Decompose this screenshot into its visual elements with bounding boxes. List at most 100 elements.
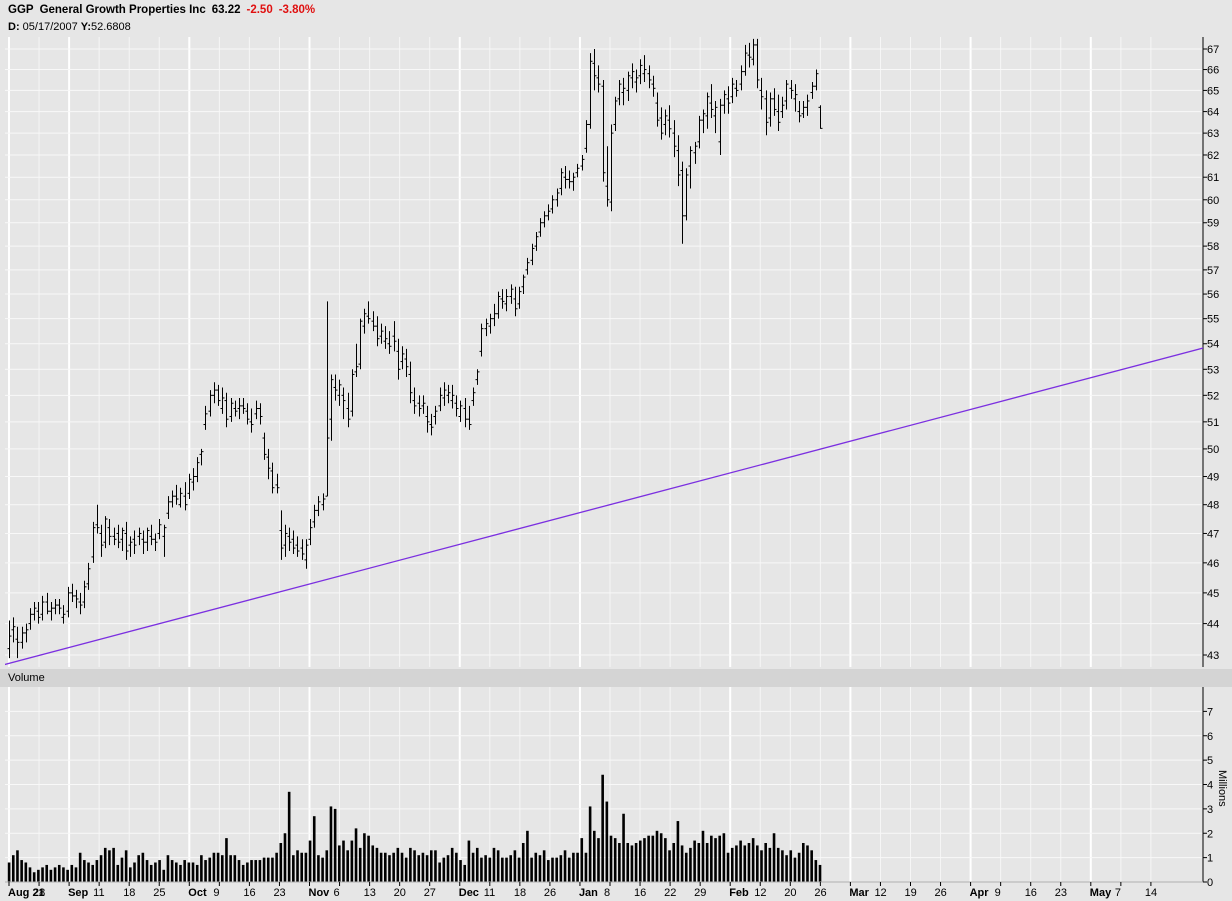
ohlc-bar bbox=[153, 533, 158, 552]
date-tick-label: 11 bbox=[93, 887, 104, 899]
volume-bar bbox=[505, 857, 508, 882]
volume-bar bbox=[747, 843, 751, 882]
ohlc-bar bbox=[57, 598, 62, 615]
ohlc-bar bbox=[421, 395, 426, 414]
volume-bar bbox=[175, 862, 178, 882]
volume-tick-label: 4 bbox=[1207, 780, 1213, 792]
ohlc-bar bbox=[797, 100, 802, 123]
volume-bar bbox=[78, 852, 82, 882]
date-tick-label: 29 bbox=[694, 887, 706, 899]
volume-bar bbox=[609, 835, 613, 882]
volume-bar bbox=[785, 855, 788, 882]
trendline[interactable] bbox=[0, 340, 1232, 668]
price-tick-label: 65 bbox=[1207, 85, 1219, 97]
volume-bar bbox=[567, 857, 571, 882]
volume-bar bbox=[216, 852, 220, 882]
date-tick-label: Oct bbox=[188, 887, 207, 899]
volume-bar bbox=[246, 862, 249, 882]
volume-bar bbox=[789, 850, 793, 882]
price-change-percent: -3.80% bbox=[278, 4, 316, 16]
volume-bar bbox=[781, 850, 784, 882]
ohlc-bar bbox=[513, 286, 518, 317]
date-tick-label: 11 bbox=[484, 887, 495, 899]
ohlc-bar bbox=[810, 82, 815, 99]
volume-bar bbox=[367, 835, 370, 882]
date-tick-label: Feb bbox=[729, 887, 749, 899]
volume-bar bbox=[333, 808, 337, 882]
ohlc-bar bbox=[542, 211, 547, 228]
date-tick-label: May bbox=[1090, 887, 1112, 899]
ohlc-bar bbox=[429, 413, 434, 436]
ohlc-bar bbox=[693, 141, 698, 164]
volume-bar bbox=[137, 855, 140, 882]
volume-bar bbox=[538, 855, 542, 882]
volume-bar bbox=[710, 835, 713, 882]
ohlc-bar bbox=[124, 521, 129, 560]
ohlc-bar bbox=[15, 626, 20, 659]
ohlc-bar bbox=[275, 473, 280, 494]
ohlc-bar bbox=[634, 69, 639, 93]
ohlc-bar bbox=[120, 527, 125, 552]
ohlc-bar bbox=[651, 75, 656, 97]
volume-tick-label: 1 bbox=[1207, 853, 1213, 865]
volume-bar bbox=[204, 860, 207, 882]
date-tick-label: Mar bbox=[849, 887, 869, 899]
ohlc-bar bbox=[814, 69, 819, 91]
ohlc-bar bbox=[325, 301, 330, 497]
ohlc-bar bbox=[187, 473, 192, 500]
volume-bar bbox=[83, 860, 86, 882]
volume-bar bbox=[28, 867, 32, 882]
volume-series bbox=[7, 774, 822, 882]
volume-bar bbox=[534, 852, 538, 882]
ohlc-bar bbox=[245, 403, 250, 425]
price-tick-label: 57 bbox=[1207, 265, 1219, 277]
volume-bar bbox=[718, 835, 721, 882]
volume-bar bbox=[689, 847, 692, 882]
volume-tick-label: 7 bbox=[1207, 706, 1213, 718]
volume-bar bbox=[108, 850, 111, 882]
volume-bar bbox=[24, 862, 28, 882]
ohlc-bar bbox=[28, 608, 33, 630]
volume-bar bbox=[350, 840, 354, 882]
volume-bar bbox=[764, 843, 767, 882]
date-tick-label: 20 bbox=[784, 887, 796, 899]
date-tick-label: Nov bbox=[309, 887, 331, 899]
ohlc-bar bbox=[755, 38, 760, 89]
volume-bar bbox=[271, 857, 274, 882]
volume-bar bbox=[739, 840, 742, 882]
volume-bar bbox=[154, 862, 157, 882]
volume-bar bbox=[659, 833, 663, 882]
ohlc-bar bbox=[233, 400, 238, 417]
volume-bar bbox=[722, 833, 726, 882]
volume-bar bbox=[760, 850, 763, 882]
ohlc-bar bbox=[74, 589, 79, 609]
ohlc-bar bbox=[584, 120, 589, 153]
ohlc-bar bbox=[739, 65, 744, 91]
date-tick-label: 9 bbox=[213, 887, 219, 899]
volume-bar bbox=[705, 843, 709, 882]
ticker-symbol: GGP bbox=[8, 4, 34, 16]
ohlc-bar bbox=[484, 318, 489, 337]
ohlc-bar bbox=[663, 109, 668, 136]
volume-bar bbox=[618, 843, 621, 882]
volume-bar bbox=[450, 847, 454, 882]
ohlc-bar bbox=[458, 400, 463, 422]
volume-bar bbox=[776, 847, 780, 882]
ohlc-bar bbox=[199, 448, 204, 466]
ohlc-bar bbox=[751, 38, 756, 66]
price-tick-label: 49 bbox=[1207, 472, 1219, 484]
ohlc-bar bbox=[99, 524, 104, 557]
volume-bar bbox=[601, 774, 604, 882]
ohlc-bar bbox=[157, 519, 162, 540]
volume-bar bbox=[241, 864, 245, 882]
price-tick-label: 54 bbox=[1207, 339, 1219, 351]
date-tick-label: 12 bbox=[874, 887, 886, 899]
cursor-date: 05/17/2007 bbox=[22, 21, 78, 33]
volume-bar bbox=[396, 847, 400, 882]
ohlc-bar bbox=[734, 79, 739, 97]
volume-bar bbox=[183, 860, 186, 882]
volume-bar bbox=[388, 855, 391, 882]
ohlc-bar bbox=[479, 323, 484, 357]
ohlc-bar bbox=[141, 530, 146, 554]
